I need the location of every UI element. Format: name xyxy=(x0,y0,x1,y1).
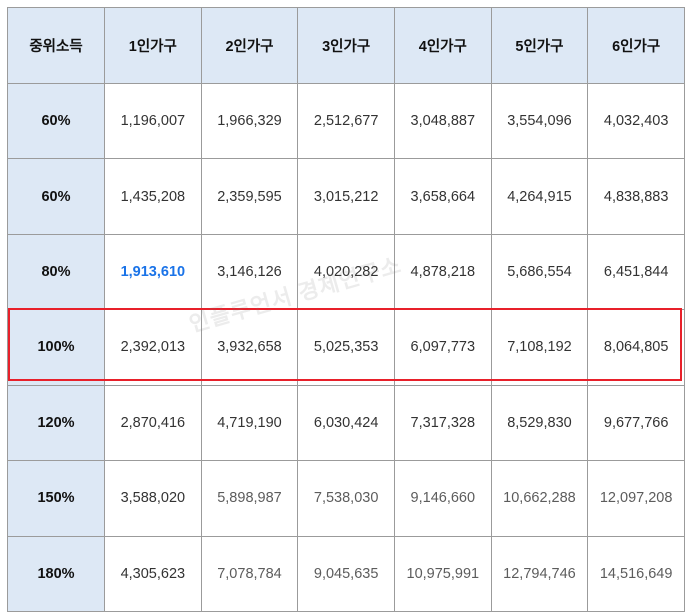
highlighted-cell: 1,913,610 xyxy=(104,233,202,311)
table-cell: 5,898,987 xyxy=(200,460,299,537)
table-cell: 6,097,773 xyxy=(393,309,492,386)
table-row: 180% 4,305,623 7,078,784 9,045,635 10,97… xyxy=(7,535,685,613)
row-label: 100% xyxy=(7,309,105,386)
table-cell: 3,554,096 xyxy=(490,82,589,160)
table-cell: 7,317,328 xyxy=(393,384,492,462)
row-label: 150% xyxy=(7,460,105,537)
table-cell: 8,064,805 xyxy=(587,309,685,386)
table-cell: 3,048,887 xyxy=(393,82,492,160)
table-cell: 10,975,991 xyxy=(393,535,492,613)
median-income-table: 중위소득 1인가구 2인가구 3인가구 4인가구 5인가구 6인가구 60% 1… xyxy=(7,7,685,613)
row-label: 60% xyxy=(7,158,105,235)
table-cell: 7,538,030 xyxy=(297,460,395,537)
table-row: 150% 3,588,020 5,898,987 7,538,030 9,146… xyxy=(7,460,685,537)
table-row: 60% 1,435,208 2,359,595 3,015,212 3,658,… xyxy=(7,158,685,235)
header-6-person: 6인가구 xyxy=(587,7,685,84)
table-cell: 4,305,623 xyxy=(104,535,202,613)
table-cell: 2,870,416 xyxy=(104,384,202,462)
table-cell: 4,838,883 xyxy=(587,158,685,235)
table-row: 120% 2,870,416 4,719,190 6,030,424 7,317… xyxy=(7,384,685,462)
table-cell: 1,966,329 xyxy=(200,82,299,160)
table-cell: 12,097,208 xyxy=(587,460,685,537)
table-cell: 9,146,660 xyxy=(393,460,492,537)
table-cell: 4,020,282 xyxy=(297,233,395,311)
table-cell: 4,264,915 xyxy=(490,158,589,235)
table-cell: 3,015,212 xyxy=(297,158,395,235)
table-cell: 7,108,192 xyxy=(490,309,589,386)
table-cell: 12,794,746 xyxy=(490,535,589,613)
table-cell: 4,719,190 xyxy=(200,384,299,462)
table-cell: 3,658,664 xyxy=(393,158,492,235)
table-cell: 2,512,677 xyxy=(297,82,395,160)
table-cell: 14,516,649 xyxy=(587,535,685,613)
table-cell: 5,025,353 xyxy=(297,309,395,386)
table-cell: 9,677,766 xyxy=(587,384,685,462)
table-cell: 8,529,830 xyxy=(490,384,589,462)
row-label: 80% xyxy=(7,233,105,311)
row-label: 60% xyxy=(7,82,105,160)
table-cell: 3,588,020 xyxy=(104,460,202,537)
table-cell: 4,878,218 xyxy=(393,233,492,311)
header-3-person: 3인가구 xyxy=(297,7,395,84)
header-1-person: 1인가구 xyxy=(104,7,202,84)
table-row-highlighted: 100% 2,392,013 3,932,658 5,025,353 6,097… xyxy=(7,309,685,386)
table-row: 60% 1,196,007 1,966,329 2,512,677 3,048,… xyxy=(7,82,685,160)
table-cell: 7,078,784 xyxy=(200,535,299,613)
header-5-person: 5인가구 xyxy=(490,7,589,84)
table-cell: 6,451,844 xyxy=(587,233,685,311)
header-row: 중위소득 1인가구 2인가구 3인가구 4인가구 5인가구 6인가구 xyxy=(7,7,685,84)
table-cell: 1,196,007 xyxy=(104,82,202,160)
row-label: 180% xyxy=(7,535,105,613)
table-cell: 4,032,403 xyxy=(587,82,685,160)
table-cell: 6,030,424 xyxy=(297,384,395,462)
row-label: 120% xyxy=(7,384,105,462)
table-cell: 3,932,658 xyxy=(200,309,299,386)
table-cell: 5,686,554 xyxy=(490,233,589,311)
header-2-person: 2인가구 xyxy=(200,7,299,84)
table-cell: 9,045,635 xyxy=(297,535,395,613)
table-row: 80% 1,913,610 3,146,126 4,020,282 4,878,… xyxy=(7,233,685,311)
table-cell: 1,435,208 xyxy=(104,158,202,235)
header-4-person: 4인가구 xyxy=(393,7,492,84)
header-median-income: 중위소득 xyxy=(7,7,105,84)
table-cell: 10,662,288 xyxy=(490,460,589,537)
table-cell: 3,146,126 xyxy=(200,233,299,311)
table-cell: 2,392,013 xyxy=(104,309,202,386)
table-cell: 2,359,595 xyxy=(200,158,299,235)
